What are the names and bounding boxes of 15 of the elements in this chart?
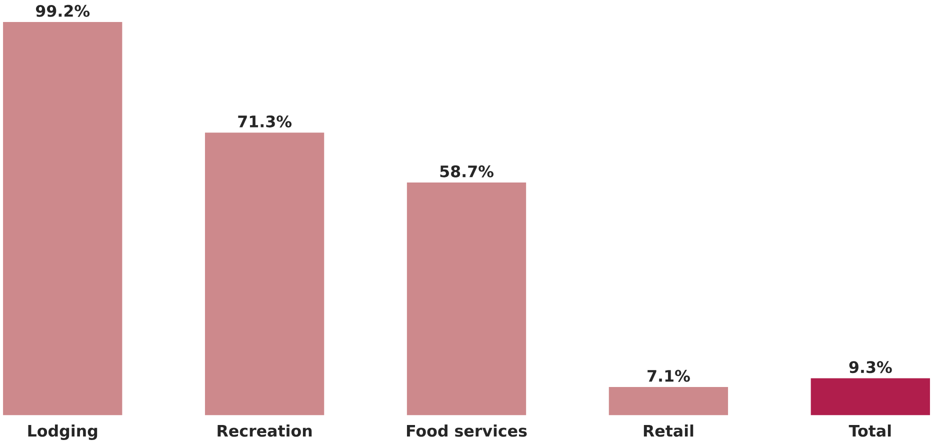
bar: [204, 132, 324, 415]
bar: [406, 182, 526, 415]
x-tick-label: Lodging: [28, 424, 98, 440]
data-label: 71.3%: [238, 115, 292, 128]
bar: [810, 378, 930, 415]
data-label: 9.3%: [849, 361, 892, 373]
x-tick-label: Retail: [644, 424, 694, 437]
data-label: 99.2%: [36, 4, 90, 17]
x-tick-label: Food services: [406, 424, 527, 437]
x-tick-label: Total: [848, 424, 891, 437]
data-label: 58.7%: [440, 165, 494, 178]
data-label: 7.1%: [648, 370, 690, 382]
x-tick-label: Recreation: [218, 424, 312, 437]
bar: [608, 386, 728, 415]
bar: [3, 22, 122, 415]
